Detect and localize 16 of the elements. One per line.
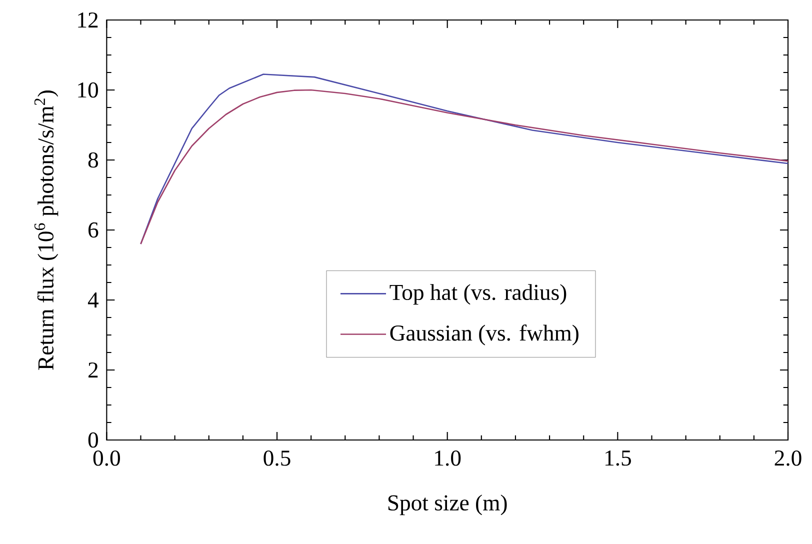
legend-label: Top hat (vs. radius): [390, 284, 566, 305]
y-tick-label: 12: [78, 12, 98, 28]
y-axis-title: Return flux (10$^{6}$ photons/s/m$^{2}$): [34, 90, 58, 370]
x-tick-label: 0.0: [93, 450, 120, 466]
y-tick-label: 4: [88, 292, 98, 308]
legend-label: Gaussian (vs. fwhm): [390, 324, 578, 346]
x-tick-label: 1.5: [605, 450, 631, 466]
y-tick-label: 2: [88, 362, 98, 378]
y-tick-label: 6: [88, 222, 98, 238]
y-tick-label: 0: [88, 432, 98, 448]
x-tick-label: 0.5: [264, 450, 290, 466]
x-tick-label: 2.0: [774, 450, 802, 466]
x-axis-title: Spot size (m): [388, 494, 507, 516]
y-tick-label: 10: [78, 82, 98, 98]
x-tick-label: 1.0: [435, 450, 461, 466]
y-tick-label: 8: [88, 152, 98, 168]
